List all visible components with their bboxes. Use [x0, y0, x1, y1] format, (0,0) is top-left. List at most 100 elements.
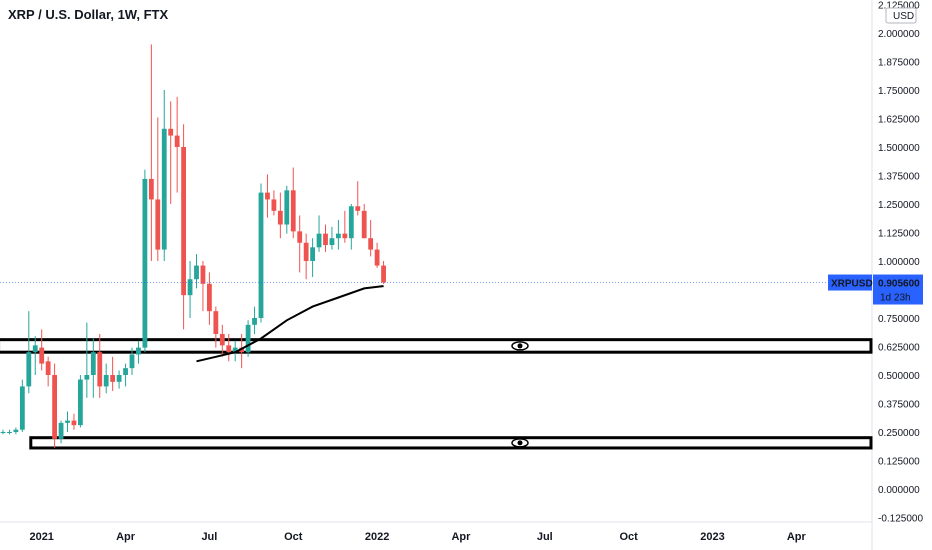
x-tick-label: Apr: [451, 531, 471, 543]
candle: [19, 379, 25, 432]
candle-body: [13, 429, 19, 432]
y-tick-label: 0.000000: [878, 485, 920, 496]
last-price-label: 0.905600: [878, 279, 920, 290]
candle: [71, 413, 77, 430]
candle: [168, 101, 174, 204]
candle-body: [103, 375, 109, 387]
x-tick-label: Jul: [537, 531, 553, 543]
candle-body: [355, 206, 361, 211]
candle-body: [65, 420, 70, 423]
candle-body: [7, 432, 12, 433]
candle-body: [116, 375, 122, 382]
candle: [90, 338, 96, 398]
candle-body: [265, 192, 270, 200]
candle: [0, 429, 6, 435]
candle: [284, 185, 290, 234]
candle-body: [226, 345, 232, 353]
y-tick-label: 0.125000: [878, 457, 920, 468]
candle-body: [136, 347, 141, 355]
candle: [232, 340, 238, 362]
candle-body: [207, 283, 212, 312]
candle: [226, 333, 232, 362]
candle-body: [58, 422, 64, 439]
candle: [129, 347, 135, 375]
candle-body: [142, 178, 148, 348]
candle: [45, 356, 51, 387]
x-tick-label: Oct: [284, 531, 303, 543]
candle: [110, 356, 116, 391]
candle: [181, 124, 186, 330]
y-tick-label: 0.625000: [878, 343, 920, 354]
x-tick-label: Jul: [201, 531, 217, 543]
candle-body: [219, 333, 225, 346]
candle: [348, 204, 354, 250]
candle: [297, 215, 303, 273]
price-badge: [873, 274, 923, 305]
y-tick-label: 1.750000: [878, 86, 920, 97]
candle: [265, 174, 270, 218]
candle-body: [19, 386, 25, 430]
candle-body: [290, 190, 296, 232]
candle: [329, 226, 335, 250]
time-axis[interactable]: 92021AprJulOct2022AprJulOct2023Apr: [0, 531, 807, 543]
candle-body: [368, 238, 374, 250]
y-tick-label: 2.125000: [878, 1, 920, 12]
candle-body: [329, 238, 335, 246]
candle-body: [245, 324, 251, 353]
candle: [361, 204, 367, 239]
candle: [84, 322, 90, 398]
candle: [103, 363, 109, 394]
x-tick-label: 2022: [365, 531, 389, 543]
candle: [65, 411, 70, 432]
y-tick-label: 2.000000: [878, 29, 920, 40]
candle: [213, 306, 219, 348]
candle: [310, 238, 315, 277]
candle-body: [271, 199, 277, 211]
y-tick-label: 1.625000: [878, 115, 920, 126]
y-tick-label: 0.375000: [878, 400, 920, 411]
candle-body: [148, 178, 154, 200]
candle-body: [52, 375, 57, 439]
candle: [13, 427, 19, 435]
candle-body: [123, 368, 128, 375]
candle-body: [323, 233, 328, 246]
candle-body: [129, 354, 135, 369]
eye-pupil: [517, 343, 523, 349]
candle-body: [258, 192, 264, 318]
currency-label: USD: [893, 11, 914, 22]
candle-body: [361, 210, 367, 239]
candle: [219, 324, 225, 357]
symbol-label: XRPUSD: [831, 279, 873, 290]
candle: [26, 311, 32, 394]
candle: [355, 181, 361, 216]
candle: [39, 329, 45, 371]
candle-body: [110, 375, 116, 382]
candle: [316, 215, 322, 252]
candle-body: [97, 352, 103, 387]
candle: [161, 90, 167, 261]
candle: [116, 370, 122, 389]
candle: [52, 363, 57, 448]
y-tick-label: 1.125000: [878, 229, 920, 240]
candle-body: [39, 347, 45, 364]
y-tick-label: 1.250000: [878, 200, 920, 211]
candle: [155, 117, 161, 261]
x-tick-label: 2021: [29, 531, 53, 543]
zones-layer: [0, 338, 873, 450]
candle: [97, 333, 103, 398]
x-tick-label: Apr: [116, 531, 136, 543]
candle: [336, 219, 341, 250]
candle: [239, 333, 245, 369]
y-tick-label: 1.875000: [878, 58, 920, 69]
candle-body: [342, 233, 348, 239]
candle: [148, 44, 154, 261]
candle: [194, 254, 199, 289]
candle: [123, 363, 128, 387]
moving-average-layer: [196, 285, 384, 363]
candle-body: [232, 347, 238, 353]
candle-body: [252, 318, 257, 325]
candle-body: [155, 199, 161, 250]
candle: [142, 169, 148, 353]
price-axis[interactable]: 2.125000 2.000000 1.875000 1.750000 1.625000…: [878, 1, 923, 525]
